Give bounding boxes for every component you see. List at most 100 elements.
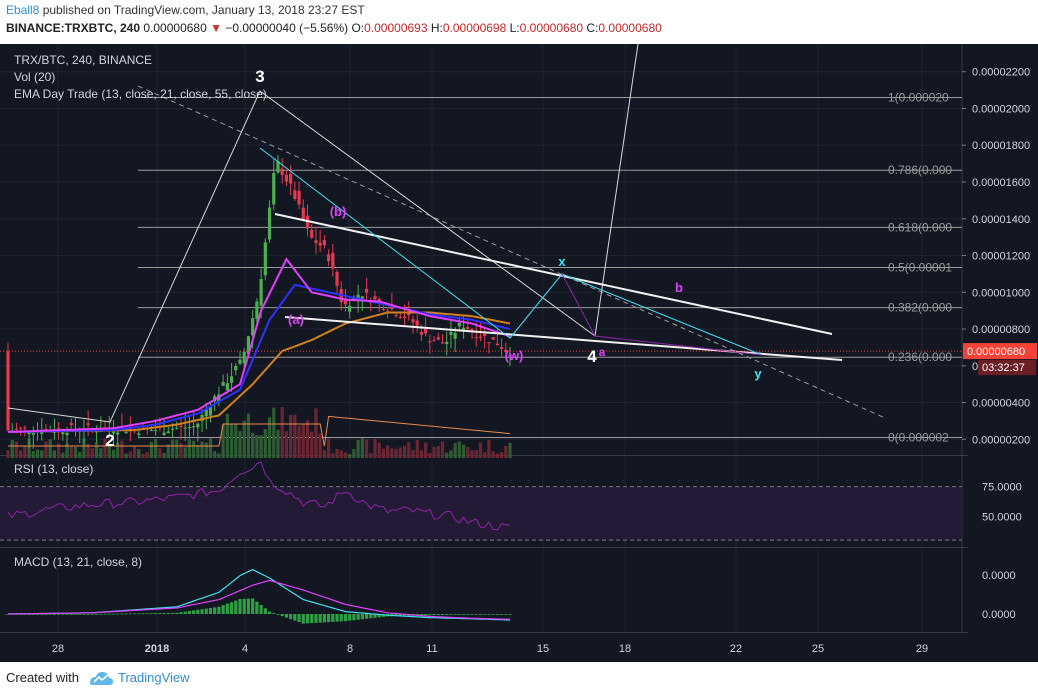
candle-body — [411, 319, 415, 323]
ema13-line — [7, 257, 511, 433]
candle-body — [449, 332, 453, 336]
drawings[interactable] — [0, 44, 962, 423]
channel-upper-line — [274, 213, 833, 335]
candle-body — [162, 432, 166, 435]
candle-body — [27, 432, 31, 435]
legends: TRX/BTC, 240, BINANCE Vol (20) EMA Day T… — [14, 53, 267, 569]
rsi-band — [0, 486, 962, 541]
volume-bar — [255, 435, 259, 458]
macd-histogram-bar — [57, 614, 61, 615]
volume-bar — [200, 441, 204, 458]
volume-bar — [154, 439, 158, 458]
candle-body — [208, 407, 213, 416]
low-value: 0.00000680 — [519, 21, 584, 35]
volume-bar — [73, 446, 78, 458]
volume-bar — [272, 407, 276, 458]
volume-bar — [356, 440, 360, 458]
macd-histogram-bar — [99, 613, 103, 615]
candle-body — [364, 288, 369, 293]
candle-body — [65, 433, 69, 436]
macd-histogram-bar — [154, 613, 158, 614]
volume-bar — [445, 452, 449, 458]
last-price-tag-bg — [963, 343, 1037, 360]
macd-histogram-bar — [124, 613, 128, 615]
candle-body — [348, 305, 352, 312]
volume-bar — [213, 451, 217, 458]
candle-body — [491, 337, 495, 340]
macd-histogram-bar — [495, 614, 499, 615]
candle-body — [483, 333, 487, 337]
volume-bar — [196, 445, 200, 458]
macd-histogram-bar — [187, 611, 191, 614]
wave-label: 4 — [587, 347, 597, 366]
wave-label: a — [599, 345, 606, 359]
volume-bar — [183, 447, 187, 458]
volume-bar — [23, 446, 27, 458]
candle-body — [192, 426, 196, 428]
candle-body — [474, 336, 478, 338]
macd-histogram-bar — [137, 613, 141, 615]
candle-body — [436, 337, 440, 340]
candle-body — [267, 207, 272, 240]
candle-body — [394, 315, 398, 317]
volume-bar — [52, 450, 57, 458]
wave-labels: 3 2 4 (b) (a) (w) x b a y — [105, 67, 762, 450]
author-link[interactable]: Eball8 — [6, 3, 40, 17]
candle-body — [386, 310, 390, 312]
macd-histogram-bar — [301, 614, 305, 624]
volume-bar — [314, 408, 318, 458]
fib-retracement: 1(0.000020 0.786(0.000 0.618(0.000 0.5(0.00… — [138, 90, 962, 444]
price-tick-label: 0.00001200 — [972, 251, 1030, 263]
macd-histogram-bar — [373, 614, 377, 618]
time-axis[interactable]: 28 2018 4 8 11 15 18 22 25 29 — [52, 643, 928, 655]
volume-bar — [137, 449, 141, 458]
candle-body — [289, 173, 293, 184]
wave-label: 3 — [255, 67, 264, 86]
macd-histogram-bar — [103, 613, 107, 615]
price-axis[interactable]: 0.00002200 0.00002000 0.00001800 0.00001600… — [962, 67, 1037, 621]
price-tick-label: 0.00001000 — [972, 287, 1030, 299]
macd-histogram-bar — [170, 612, 175, 614]
volume-bar — [86, 443, 90, 458]
candle-body — [310, 229, 314, 238]
volume-bar — [40, 450, 44, 458]
purple-wave-path — [561, 273, 763, 356]
volume-bar — [14, 441, 19, 458]
macd-legend: MACD (13, 21, close, 8) — [14, 555, 142, 569]
volume-bar — [289, 414, 293, 458]
x-tick-label: 29 — [916, 643, 928, 655]
candle-body — [398, 316, 402, 318]
candle-body — [419, 331, 424, 335]
volume-bar — [280, 407, 284, 458]
macd-histogram-bar — [61, 614, 65, 615]
macd-histogram-bar — [276, 614, 280, 615]
volume-bar — [457, 441, 461, 458]
trading-chart[interactable]: 1(0.000020 0.786(0.000 0.618(0.000 0.5(0.00… — [0, 44, 1038, 662]
volume-bar — [369, 452, 373, 458]
wave-label: (a) — [288, 312, 304, 327]
tradingview-brand[interactable]: TradingView — [118, 670, 190, 685]
macd-histogram-bar — [162, 612, 166, 614]
fib-level-label: 0.786(0.000 — [888, 163, 952, 177]
volume-bar — [432, 446, 436, 458]
macd-histogram-bar — [183, 611, 187, 614]
macd-histogram-bar — [246, 598, 251, 614]
x-tick-label: 25 — [812, 643, 824, 655]
macd-histogram-bar — [40, 614, 44, 615]
volume-bar — [386, 445, 390, 458]
candle-body — [19, 427, 23, 429]
macd-histogram-bar — [192, 610, 196, 614]
candle-body — [259, 279, 263, 306]
candle-body — [111, 431, 116, 434]
volume-bar — [48, 439, 52, 458]
candle-body — [284, 174, 289, 182]
published-text: published on TradingView.com, January 13… — [42, 3, 365, 17]
candle-body — [276, 161, 280, 173]
candle-body — [373, 296, 377, 300]
macd-signal-line — [7, 579, 511, 620]
tradingview-logo-icon[interactable] — [88, 669, 114, 687]
macd-histogram-bar — [200, 609, 204, 614]
candle-body — [335, 271, 339, 286]
macd-histogram-bar — [179, 612, 183, 614]
candle-body — [221, 382, 225, 386]
